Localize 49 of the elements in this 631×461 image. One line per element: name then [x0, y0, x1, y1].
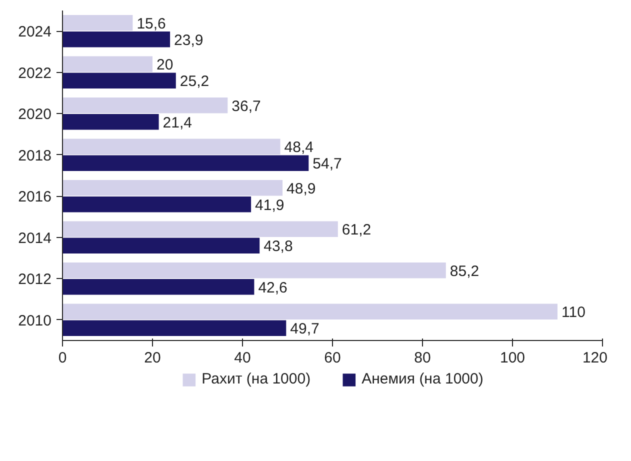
legend-label: Рахит (на 1000) — [202, 370, 311, 388]
bar — [62, 32, 170, 48]
x-tick-label: 120 — [582, 350, 608, 366]
data-label: 25,2 — [180, 73, 210, 90]
y-tick-label: 2014 — [18, 230, 52, 247]
bar — [62, 180, 283, 196]
y-tick-label: 2016 — [18, 188, 52, 206]
bar — [62, 98, 228, 114]
bar — [62, 72, 176, 88]
bar — [62, 238, 260, 254]
bar — [62, 138, 280, 154]
data-label: 23,9 — [174, 32, 204, 49]
data-label: 85,2 — [450, 262, 480, 280]
data-label: 36,7 — [232, 98, 261, 115]
bar — [62, 114, 159, 130]
x-tick-label: 60 — [324, 350, 341, 366]
y-tick-label: 2012 — [18, 271, 52, 288]
bar — [62, 279, 254, 295]
y-tick-label: 2010 — [18, 312, 52, 330]
bar — [62, 155, 309, 171]
data-label: 42,6 — [258, 279, 288, 296]
data-label: 48,4 — [284, 139, 314, 156]
x-tick-label: 20 — [144, 350, 161, 366]
y-tick-label: 2020 — [18, 106, 52, 124]
data-label: 110 — [562, 304, 586, 322]
data-label: 61,2 — [342, 222, 372, 239]
bar — [62, 262, 446, 278]
x-tick-label: 80 — [414, 350, 431, 366]
data-label: 54,7 — [312, 156, 342, 173]
data-label: 48,9 — [286, 180, 316, 198]
y-tick-label: 2024 — [18, 24, 52, 41]
bar — [62, 320, 286, 336]
bar — [62, 304, 558, 320]
y-tick-label: 2022 — [18, 64, 52, 82]
data-label: 49,7 — [290, 320, 320, 338]
data-label: 15,6 — [136, 15, 166, 32]
bar — [62, 196, 252, 212]
bar — [62, 221, 338, 237]
bar — [62, 56, 152, 72]
data-label: 43,8 — [264, 238, 293, 256]
bar — [62, 15, 133, 31]
x-tick-label: 40 — [234, 350, 251, 366]
data-label: 20 — [156, 56, 174, 74]
data-label: 21,4 — [162, 114, 192, 132]
x-tick-label: 0 — [58, 350, 67, 366]
x-tick-label: 100 — [500, 350, 526, 366]
y-tick-label: 2018 — [18, 147, 52, 164]
legend-label: Анемия (на 1000) — [362, 370, 484, 388]
data-label: 41,9 — [255, 196, 284, 214]
